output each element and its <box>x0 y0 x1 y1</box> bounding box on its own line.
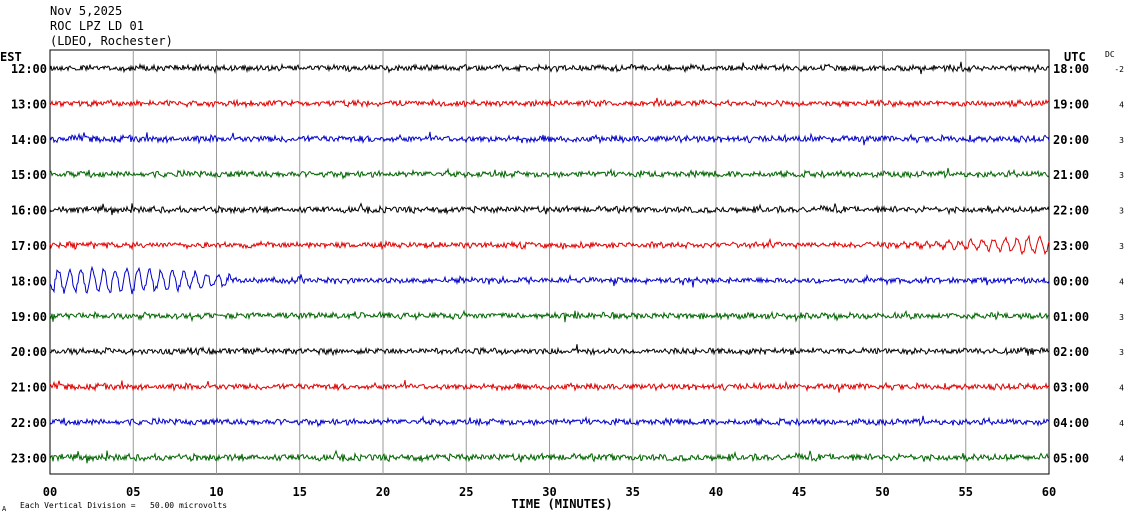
utc-hour-label: 19:00 <box>1053 97 1089 111</box>
est-hour-label: 12:00 <box>11 62 47 76</box>
dc-offset-label: 4 <box>1119 419 1124 428</box>
dc-offset-label: 4 <box>1119 277 1124 286</box>
est-hour-label: 23:00 <box>11 451 47 465</box>
seismic-trace <box>49 344 1050 357</box>
est-hour-label: 17:00 <box>11 239 47 253</box>
utc-hour-label: 04:00 <box>1053 416 1089 430</box>
seismic-trace <box>49 449 1050 464</box>
x-tick-label: 60 <box>1042 485 1056 499</box>
dc-offset-label: 3 <box>1119 171 1124 180</box>
seismic-trace <box>49 131 1050 146</box>
x-tick-label: 55 <box>959 485 973 499</box>
est-hour-label: 18:00 <box>11 274 47 288</box>
utc-hour-label: 21:00 <box>1053 168 1089 182</box>
chart-traces <box>49 61 1050 464</box>
x-tick-label: 40 <box>709 485 723 499</box>
utc-hour-label: 18:00 <box>1053 62 1089 76</box>
x-tick-label: 10 <box>209 485 223 499</box>
seismic-trace <box>49 167 1050 180</box>
footnote-mark: A <box>2 505 7 513</box>
utc-hour-label: 01:00 <box>1053 310 1089 324</box>
x-tick-label: 05 <box>126 485 140 499</box>
utc-hour-label: 20:00 <box>1053 133 1089 147</box>
est-axis-label: EST <box>0 50 22 64</box>
est-hour-label: 22:00 <box>11 416 47 430</box>
seismic-trace <box>49 379 1050 393</box>
seismic-trace <box>49 234 1050 256</box>
scale-footnote: Each Vertical Division = 50.00 microvolt… <box>20 501 227 510</box>
utc-axis-label: UTC <box>1064 50 1086 64</box>
est-hour-label: 14:00 <box>11 133 47 147</box>
chart-grid <box>49 49 1050 475</box>
dc-offset-label: 4 <box>1119 100 1124 109</box>
est-hour-label: 21:00 <box>11 381 47 395</box>
x-tick-label: 00 <box>43 485 57 499</box>
dc-offset-label: -2 <box>1114 65 1124 74</box>
dc-column-label: DC <box>1105 50 1115 59</box>
est-hour-label: 13:00 <box>11 97 47 111</box>
chart-labels: EST UTC DC TIME (MINUTES) A Each Vertica… <box>0 50 1124 513</box>
utc-hour-label: 22:00 <box>1053 204 1089 218</box>
dc-offset-label: 3 <box>1119 313 1124 322</box>
x-tick-label: 45 <box>792 485 806 499</box>
seismic-trace <box>49 265 1050 295</box>
dc-offset-label: 3 <box>1119 348 1124 357</box>
location-label: (LDEO, Rochester) <box>50 34 173 48</box>
seismic-trace <box>49 415 1050 428</box>
x-tick-label: 20 <box>376 485 390 499</box>
utc-hour-label: 03:00 <box>1053 381 1089 395</box>
seismic-trace <box>49 202 1050 216</box>
x-axis-title: TIME (MINUTES) <box>511 497 612 511</box>
dc-offset-label: 3 <box>1119 136 1124 145</box>
dc-offset-label: 3 <box>1119 242 1124 251</box>
seismic-trace <box>49 97 1050 109</box>
dc-offset-label: 4 <box>1119 454 1124 463</box>
utc-hour-label: 02:00 <box>1053 345 1089 359</box>
seismic-trace <box>49 61 1050 75</box>
dc-offset-label: 3 <box>1119 207 1124 216</box>
est-hour-label: 15:00 <box>11 168 47 182</box>
est-hour-label: 19:00 <box>11 310 47 324</box>
utc-hour-label: 05:00 <box>1053 451 1089 465</box>
x-tick-label: 30 <box>542 485 556 499</box>
station-label: ROC LPZ LD 01 <box>50 19 144 33</box>
date-label: Nov 5,2025 <box>50 4 123 18</box>
est-hour-label: 16:00 <box>11 204 47 218</box>
x-tick-label: 25 <box>459 485 473 499</box>
x-tick-label: 50 <box>875 485 889 499</box>
x-tick-label: 35 <box>626 485 640 499</box>
x-tick-label: 15 <box>293 485 307 499</box>
est-hour-label: 20:00 <box>11 345 47 359</box>
seismic-trace <box>49 309 1050 323</box>
dc-offset-label: 4 <box>1119 384 1124 393</box>
utc-hour-label: 00:00 <box>1053 274 1089 288</box>
utc-hour-label: 23:00 <box>1053 239 1089 253</box>
